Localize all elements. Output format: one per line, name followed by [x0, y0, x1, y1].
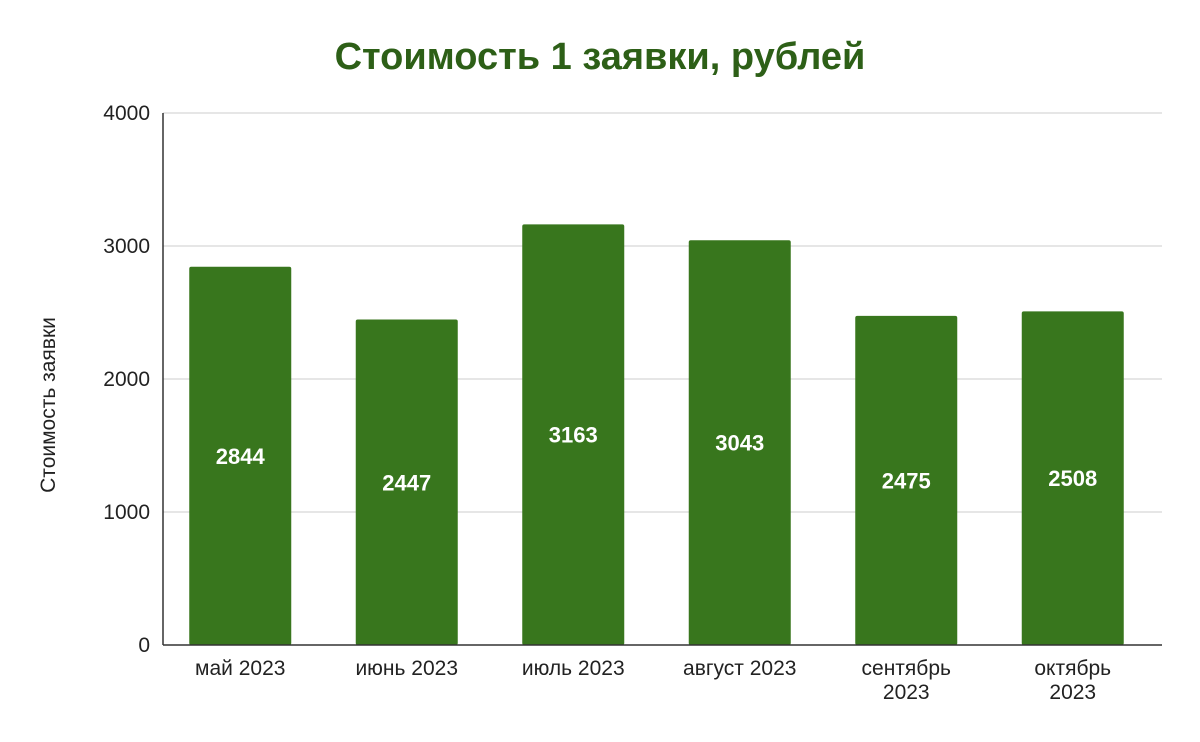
axes — [162, 113, 1162, 646]
y-axis-label: Стоимость заявки — [37, 317, 60, 493]
x-tick-label-line: август 2023 — [683, 657, 796, 680]
chart-title: Стоимость 1 заявки, рублей — [335, 36, 866, 78]
x-tick-label-line: 2023 — [1049, 681, 1096, 704]
y-tick-label: 1000 — [103, 501, 150, 524]
x-tick-label: июль 2023 — [522, 657, 625, 680]
y-tick-label: 2000 — [103, 368, 150, 391]
bar-value-label: 2508 — [1048, 466, 1097, 491]
x-tick-label-line: май 2023 — [195, 657, 285, 680]
bar-value-label: 2844 — [216, 444, 266, 469]
gridlines — [163, 112, 1162, 513]
bar — [688, 240, 791, 645]
x-tick-label-line: июль 2023 — [522, 657, 625, 680]
bar — [355, 319, 458, 645]
x-tick-label-line: октябрь — [1034, 657, 1111, 680]
y-tick-label: 0 — [138, 634, 150, 657]
bar-value-label: 3043 — [715, 431, 764, 456]
y-tick-label: 3000 — [103, 235, 150, 258]
bar-value-label: 2475 — [882, 468, 931, 493]
x-tick-label: июнь 2023 — [355, 657, 458, 680]
x-tick-label: октябрь 2023 — [1034, 657, 1111, 704]
x-tick-label: сентябрь 2023 — [862, 657, 951, 704]
bar — [1021, 311, 1124, 645]
value-labels: 2844 2447 3163 3043 2475 2508 — [216, 423, 1097, 496]
y-axis-ticks: 0 1000 2000 3000 4000 — [103, 102, 150, 657]
x-tick-label: май 2023 — [195, 657, 285, 680]
x-tick-label-line: июнь 2023 — [355, 657, 458, 680]
x-tick-label: август 2023 — [683, 657, 796, 680]
bars — [189, 224, 1124, 646]
x-axis-ticks: май 2023 июнь 2023 июль 2023 август 2023 сен… — [195, 657, 1111, 704]
bar-value-label: 2447 — [382, 470, 431, 495]
bar — [522, 224, 625, 646]
x-tick-label-line: сентябрь — [862, 657, 951, 680]
x-tick-label-line: 2023 — [883, 681, 930, 704]
bar — [855, 315, 958, 645]
bar-value-label: 3163 — [549, 423, 598, 448]
y-tick-label: 4000 — [103, 102, 150, 125]
bar — [189, 266, 292, 645]
